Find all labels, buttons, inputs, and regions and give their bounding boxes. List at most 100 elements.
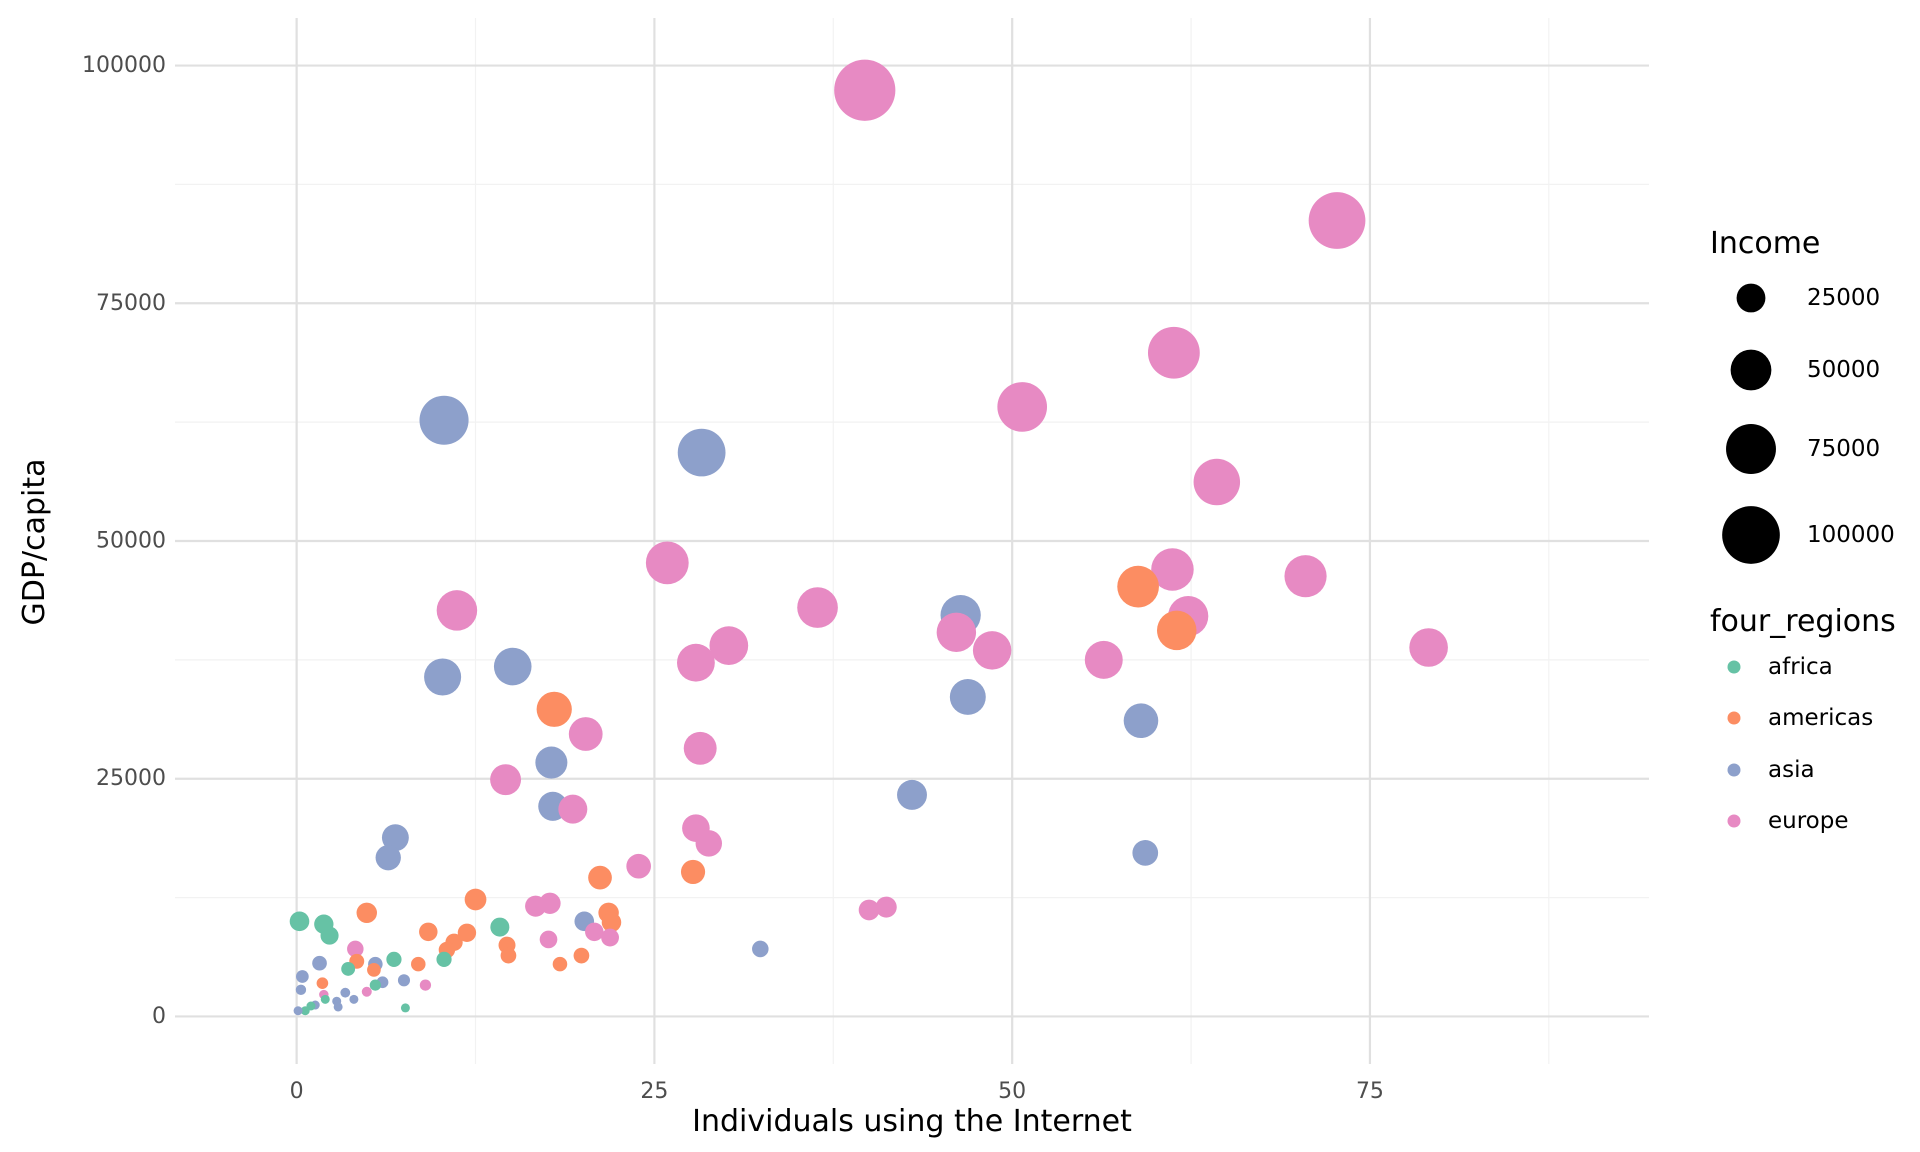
data-point-americas — [367, 962, 381, 977]
data-point-asia — [493, 647, 532, 686]
data-point-europe — [558, 794, 588, 824]
data-point-europe — [997, 382, 1048, 432]
data-point-asia — [312, 955, 327, 971]
color-legend-label: africa — [1768, 654, 1833, 680]
data-point-europe — [645, 541, 689, 585]
size-legend-label: 75000 — [1807, 436, 1880, 462]
data-point-europe — [972, 631, 1012, 670]
data-point-americas — [1156, 610, 1197, 651]
size-legend-label: 50000 — [1807, 357, 1880, 383]
data-point-europe — [1084, 640, 1123, 679]
data-point-asia — [349, 994, 359, 1004]
data-point-europe — [677, 643, 715, 682]
y-tick-label: 75000 — [96, 291, 166, 316]
size-legend-key — [1726, 424, 1776, 474]
color-legend-key-americas — [1727, 711, 1741, 725]
color-legend-key-asia — [1727, 763, 1741, 777]
grid-lines — [175, 18, 1649, 1064]
size-legend: Income 25000 50000 75000 100000 — [1710, 226, 1895, 564]
data-point-europe — [1284, 555, 1327, 598]
data-point-europe — [709, 626, 749, 665]
color-legend-label: asia — [1768, 757, 1815, 783]
data-point-europe — [525, 895, 547, 917]
data-points — [289, 59, 1448, 1016]
data-point-europe — [490, 764, 522, 796]
data-point-africa — [400, 1003, 410, 1013]
x-axis-title: Individuals using the Internet — [692, 1104, 1132, 1139]
color-legend-label: americas — [1768, 705, 1873, 731]
size-legend-key — [1736, 283, 1766, 313]
data-point-europe — [585, 922, 604, 942]
color-legend-key-europe — [1727, 814, 1741, 828]
color-legend-title: four_regions — [1710, 604, 1896, 639]
data-point-americas — [316, 977, 329, 989]
data-point-africa — [490, 917, 510, 937]
size-legend-key — [1730, 349, 1772, 391]
data-point-europe — [626, 853, 651, 879]
data-point-europe — [361, 986, 372, 997]
data-point-americas — [457, 923, 477, 942]
size-legend-title: Income — [1710, 226, 1820, 261]
data-point-asia — [1123, 703, 1159, 739]
data-point-americas — [356, 902, 377, 924]
data-point-asia — [1132, 840, 1159, 866]
data-point-americas — [573, 947, 590, 964]
size-legend-label: 100000 — [1807, 522, 1895, 548]
x-tick-label: 50 — [998, 1079, 1026, 1104]
data-point-asia — [293, 1006, 303, 1016]
y-tick-label: 0 — [152, 1004, 166, 1029]
data-point-africa — [386, 951, 402, 967]
data-point-americas — [411, 956, 426, 972]
data-point-europe — [797, 587, 838, 628]
data-point-asia — [375, 844, 401, 871]
data-point-asia — [340, 987, 351, 998]
data-point-asia — [535, 746, 568, 779]
data-point-asia — [296, 970, 309, 983]
x-tick-label: 0 — [290, 1079, 304, 1104]
data-point-americas — [500, 947, 517, 964]
size-legend-key — [1722, 506, 1780, 564]
data-point-asia — [333, 1002, 343, 1012]
data-point-asia — [752, 940, 769, 958]
data-point-americas — [601, 912, 622, 933]
data-point-europe — [347, 940, 364, 958]
data-point-asia — [897, 779, 927, 810]
data-point-europe — [436, 590, 478, 631]
data-point-africa — [436, 951, 452, 967]
data-point-europe — [875, 896, 897, 918]
data-point-europe — [858, 899, 880, 921]
data-point-africa — [341, 961, 356, 976]
color-legend-label: europe — [1768, 808, 1849, 834]
x-tick-label: 25 — [640, 1079, 668, 1104]
data-point-asia — [677, 428, 726, 477]
data-point-europe — [568, 717, 603, 751]
data-point-europe — [834, 59, 896, 121]
tick-labels: 0 25 50 75 0 25000 50000 75000 100000 — [82, 53, 1384, 1104]
data-point-asia — [424, 658, 462, 696]
y-tick-label: 50000 — [96, 529, 166, 554]
data-point-asia — [397, 974, 411, 987]
data-point-europe — [936, 612, 977, 652]
data-point-africa — [300, 1006, 310, 1016]
data-point-europe — [695, 830, 723, 857]
data-point-europe — [601, 928, 619, 947]
data-point-asia — [949, 678, 986, 715]
data-point-americas — [464, 888, 487, 911]
color-legend: four_regions africa americas asia europe — [1710, 604, 1896, 834]
data-point-americas — [419, 922, 438, 942]
data-point-americas — [552, 956, 568, 972]
data-point-europe — [1308, 192, 1366, 249]
data-point-americas — [536, 691, 572, 727]
data-point-europe — [539, 930, 558, 949]
data-point-asia — [419, 395, 469, 445]
size-legend-label: 25000 — [1807, 285, 1880, 311]
data-point-europe — [1409, 628, 1448, 667]
data-point-africa — [289, 911, 310, 932]
data-point-europe — [1151, 548, 1194, 591]
data-point-europe — [1193, 458, 1241, 506]
data-point-asia — [381, 824, 409, 852]
data-point-africa — [320, 926, 339, 945]
data-point-europe — [419, 979, 432, 991]
